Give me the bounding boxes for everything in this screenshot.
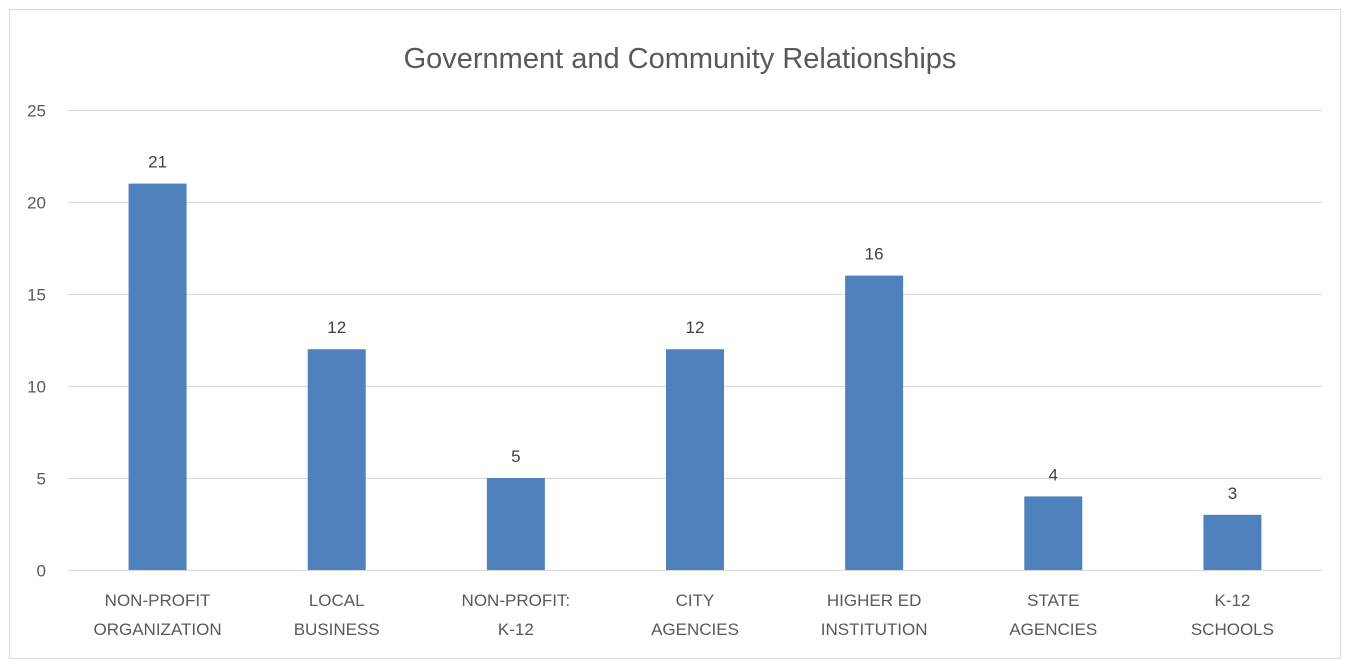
x-category-label: CITY bbox=[676, 591, 715, 610]
x-category-label: HIGHER ED bbox=[827, 591, 921, 610]
bar bbox=[307, 349, 366, 570]
y-tick-label: 25 bbox=[27, 102, 46, 121]
x-category-label: K-12 bbox=[1214, 591, 1250, 610]
y-tick-label: 20 bbox=[27, 194, 46, 213]
x-category-label: NON-PROFIT: bbox=[462, 591, 571, 610]
data-label: 16 bbox=[865, 245, 884, 264]
gridlines bbox=[68, 110, 1322, 571]
data-label: 12 bbox=[686, 318, 705, 337]
bar bbox=[486, 478, 545, 570]
x-axis-category-labels: NON-PROFIT ORGANIZATION LOCAL BUSINESS NON-P… bbox=[94, 591, 1274, 639]
x-category-label: STATE bbox=[1027, 591, 1079, 610]
x-category-label: INSTITUTION bbox=[821, 620, 928, 639]
y-tick-label: 0 bbox=[37, 562, 46, 581]
x-category-label: AGENCIES bbox=[651, 620, 739, 639]
data-label: 12 bbox=[327, 318, 346, 337]
bar bbox=[666, 349, 724, 570]
data-label: 5 bbox=[511, 447, 520, 466]
x-category-label: LOCAL bbox=[309, 591, 365, 610]
bar bbox=[845, 275, 904, 570]
x-category-label: AGENCIES bbox=[1009, 620, 1097, 639]
data-labels: 21 12 5 12 16 4 3 bbox=[148, 153, 1237, 503]
data-label: 21 bbox=[148, 153, 167, 172]
chart-title: Government and Community Relationships bbox=[404, 43, 957, 75]
y-axis-tick-labels: 0 5 10 15 20 25 bbox=[27, 102, 46, 581]
bar bbox=[128, 183, 187, 570]
x-category-label: K-12 bbox=[498, 620, 534, 639]
y-tick-label: 10 bbox=[27, 378, 46, 397]
bar bbox=[1203, 514, 1262, 570]
y-tick-label: 5 bbox=[37, 470, 46, 489]
data-label: 4 bbox=[1049, 465, 1058, 484]
x-category-label: SCHOOLS bbox=[1191, 620, 1274, 639]
x-category-label: ORGANIZATION bbox=[94, 620, 222, 639]
bars bbox=[128, 183, 1262, 570]
bar bbox=[1024, 496, 1083, 570]
x-category-label: NON-PROFIT bbox=[105, 591, 211, 610]
x-category-label: BUSINESS bbox=[294, 620, 380, 639]
data-label: 3 bbox=[1228, 484, 1237, 503]
y-tick-label: 15 bbox=[27, 286, 46, 305]
